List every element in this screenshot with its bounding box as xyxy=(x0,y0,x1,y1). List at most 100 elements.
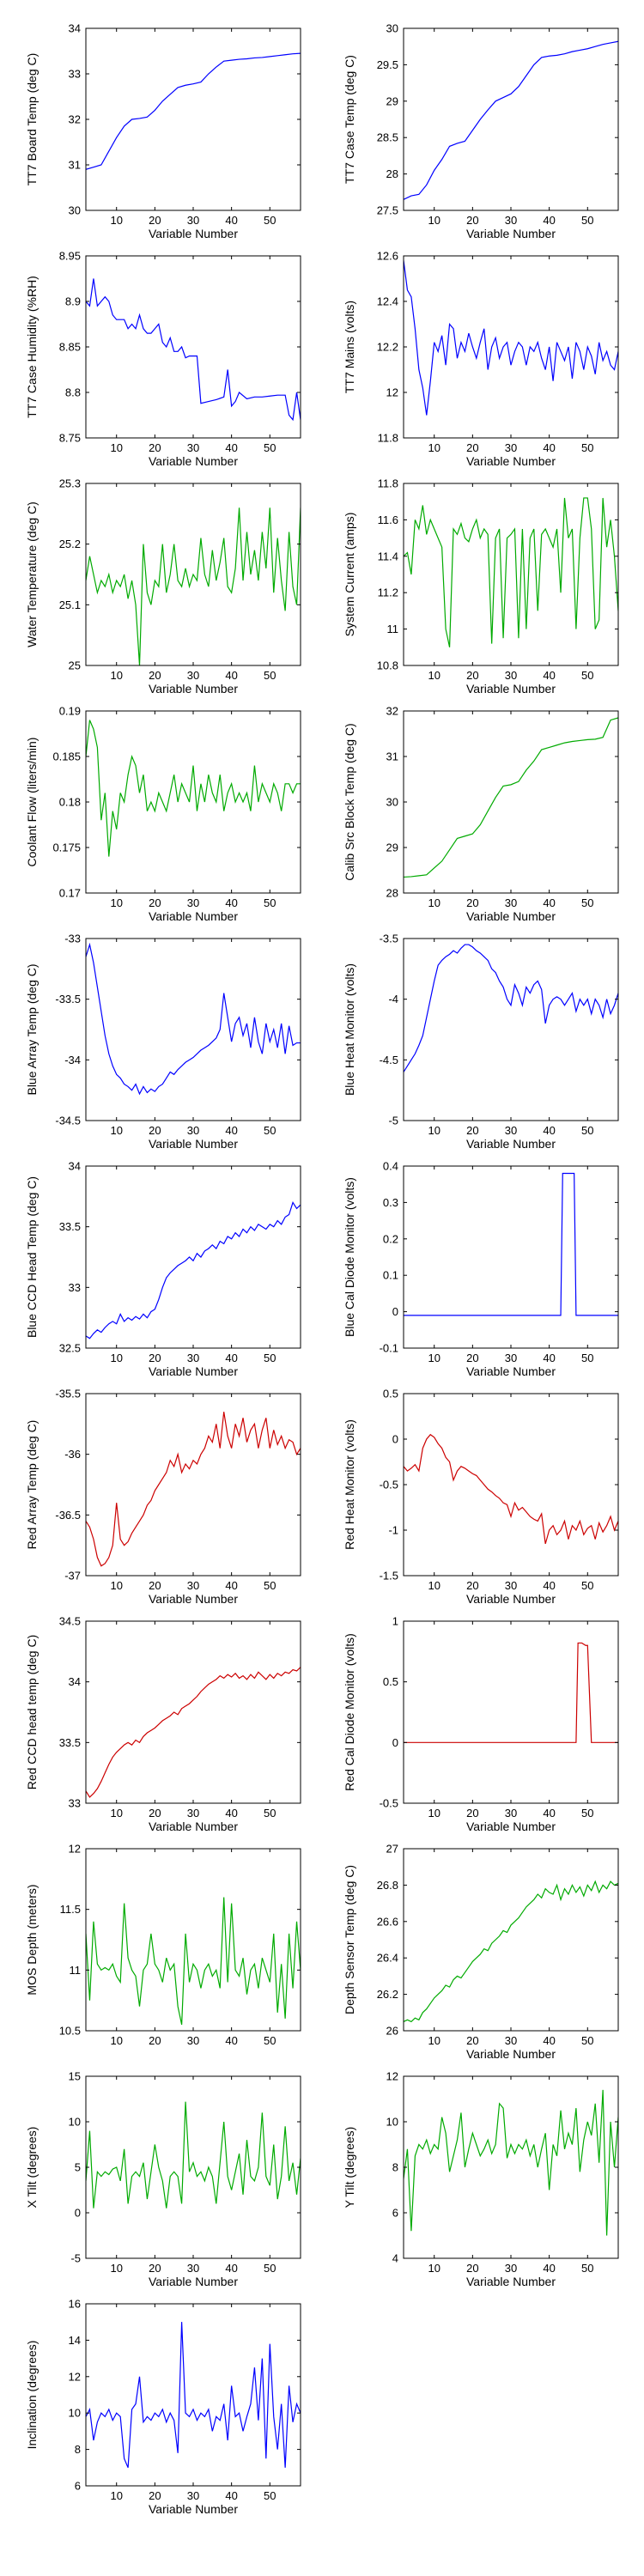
y-tick-label: 12 xyxy=(386,2070,398,2083)
x-tick-label: 40 xyxy=(225,669,237,682)
y-tick-label: 6 xyxy=(75,2480,81,2493)
y-tick-label: 26.8 xyxy=(377,1879,398,1892)
plot-frame xyxy=(403,1393,619,1577)
chart-panel: 10 20 30 40 50 0.17 0.175 0.18 0.185 0.19 Variable… xyxy=(25,705,301,923)
y-axis-label: TT7 Case Temp (deg C) xyxy=(343,55,356,184)
series-line xyxy=(404,40,618,200)
x-tick-label: 10 xyxy=(110,2034,122,2047)
plot-frame xyxy=(403,710,619,894)
y-tick-label: 0.2 xyxy=(383,1232,398,1245)
y-tick-label: 27.5 xyxy=(377,204,398,217)
x-tick-label: 40 xyxy=(543,1807,555,1820)
series-line xyxy=(404,497,618,647)
plot-frame xyxy=(85,1620,301,1804)
plot-frame xyxy=(403,27,619,211)
x-tick-label: 30 xyxy=(187,1807,199,1820)
y-tick-label: 29 xyxy=(386,94,398,107)
series-line xyxy=(404,944,618,1072)
y-tick-label: 10 xyxy=(386,2116,398,2129)
y-tick-label: 12.4 xyxy=(377,295,398,308)
x-tick-label: 30 xyxy=(505,896,517,909)
y-tick-label: 12 xyxy=(69,1843,81,1856)
y-tick-label: 34 xyxy=(69,1160,81,1173)
x-axis-label: Variable Number xyxy=(149,2275,238,2288)
y-tick-label: 33.5 xyxy=(59,1736,81,1749)
x-tick-label: 20 xyxy=(149,669,161,682)
y-axis-label: Red Heat Monitor (volts) xyxy=(343,1419,356,1550)
y-tick-label: 0.18 xyxy=(59,796,81,809)
series-line xyxy=(86,507,301,665)
x-tick-label: 40 xyxy=(225,1579,237,1592)
x-axis-label: Variable Number xyxy=(149,1592,238,1606)
y-tick-label: 33 xyxy=(69,1281,81,1294)
x-tick-label: 50 xyxy=(581,1579,593,1592)
x-tick-label: 30 xyxy=(505,2262,517,2275)
x-tick-label: 40 xyxy=(543,2034,555,2047)
plot-frame xyxy=(85,1848,301,2032)
y-tick-label: 8.95 xyxy=(59,250,81,263)
y-tick-label: -3.5 xyxy=(380,933,398,945)
y-tick-label: 10 xyxy=(69,2116,81,2129)
x-tick-label: 20 xyxy=(466,896,478,909)
y-tick-label: 1 xyxy=(392,1615,398,1628)
chart-panel: 10 20 30 40 50 -5 0 5 10 15 Variable Number X Tilt … xyxy=(25,2070,301,2288)
y-axis-label: Blue Array Temp (deg C) xyxy=(25,963,39,1095)
x-tick-label: 50 xyxy=(264,2489,276,2502)
plot-frame xyxy=(85,710,301,894)
y-tick-label: 26.4 xyxy=(377,1952,398,1965)
x-tick-label: 50 xyxy=(581,669,593,682)
x-tick-label: 10 xyxy=(428,1807,440,1820)
y-axis-label: TT7 Case Humidity (%RH) xyxy=(25,276,39,418)
y-tick-label: -4.5 xyxy=(380,1054,398,1066)
y-tick-label: 30 xyxy=(386,22,398,35)
chart-panel: 10 20 30 40 50 28 29 30 31 32 Variable Number Calib… xyxy=(343,705,619,923)
y-tick-label: 8.75 xyxy=(59,432,81,445)
y-tick-label: -0.1 xyxy=(380,1342,398,1355)
y-tick-label: 32 xyxy=(386,705,398,718)
y-tick-label: 10 xyxy=(69,2407,81,2420)
plot-frame xyxy=(403,1620,619,1804)
y-tick-label: 12 xyxy=(386,386,398,399)
x-axis-label: Variable Number xyxy=(149,682,238,696)
y-tick-label: 5 xyxy=(75,2161,81,2174)
y-tick-label: 11.8 xyxy=(378,432,398,445)
y-tick-label: 8.9 xyxy=(65,295,81,308)
plot-frame xyxy=(403,483,619,666)
y-tick-label: -4 xyxy=(388,993,398,1005)
x-tick-label: 30 xyxy=(505,1807,517,1820)
plot-frame xyxy=(85,255,301,439)
x-tick-label: 30 xyxy=(505,1124,517,1137)
y-tick-label: 11 xyxy=(70,1964,82,1977)
y-tick-label: 0.5 xyxy=(383,1675,398,1688)
x-axis-label: Variable Number xyxy=(149,1137,238,1151)
chart-panel: 10 20 30 40 50 -0.1 0 0.1 0.2 0.3 0.4 Variable Numb… xyxy=(343,1160,619,1378)
y-tick-label: 34.5 xyxy=(59,1615,81,1628)
x-tick-label: 30 xyxy=(187,214,199,227)
x-tick-label: 10 xyxy=(110,669,122,682)
y-tick-label: -36 xyxy=(64,1448,81,1461)
y-tick-label: 27 xyxy=(386,1843,398,1856)
x-axis-label: Variable Number xyxy=(466,454,556,468)
series-line xyxy=(86,720,301,857)
x-tick-label: 10 xyxy=(428,669,440,682)
x-tick-label: 30 xyxy=(505,214,517,227)
x-axis-label: Variable Number xyxy=(466,1592,556,1606)
y-tick-label: 8 xyxy=(75,2443,81,2456)
y-tick-label: -1 xyxy=(388,1524,398,1537)
y-tick-label: 32.5 xyxy=(59,1342,81,1355)
plot-frame xyxy=(403,1848,619,2032)
chart-panel: 10 20 30 40 50 26 26.2 26.4 26.6 26.8 27 Variable N… xyxy=(343,1843,619,2061)
x-tick-label: 40 xyxy=(225,1807,237,1820)
x-tick-label: 10 xyxy=(428,2262,440,2275)
y-tick-label: 11.8 xyxy=(378,477,398,490)
y-tick-label: -1.5 xyxy=(380,1570,398,1583)
x-tick-label: 20 xyxy=(149,441,161,454)
chart-panel: 10 20 30 40 50 -0.5 0 0.5 1 Variable Number Red Ca… xyxy=(343,1615,619,1833)
x-tick-label: 50 xyxy=(581,1124,593,1137)
x-tick-label: 20 xyxy=(466,214,478,227)
x-tick-label: 40 xyxy=(225,1352,237,1364)
x-tick-label: 50 xyxy=(581,2262,593,2275)
y-tick-label: -33.5 xyxy=(55,993,81,1005)
y-axis-label: Coolant Flow (liters/min) xyxy=(25,738,39,867)
